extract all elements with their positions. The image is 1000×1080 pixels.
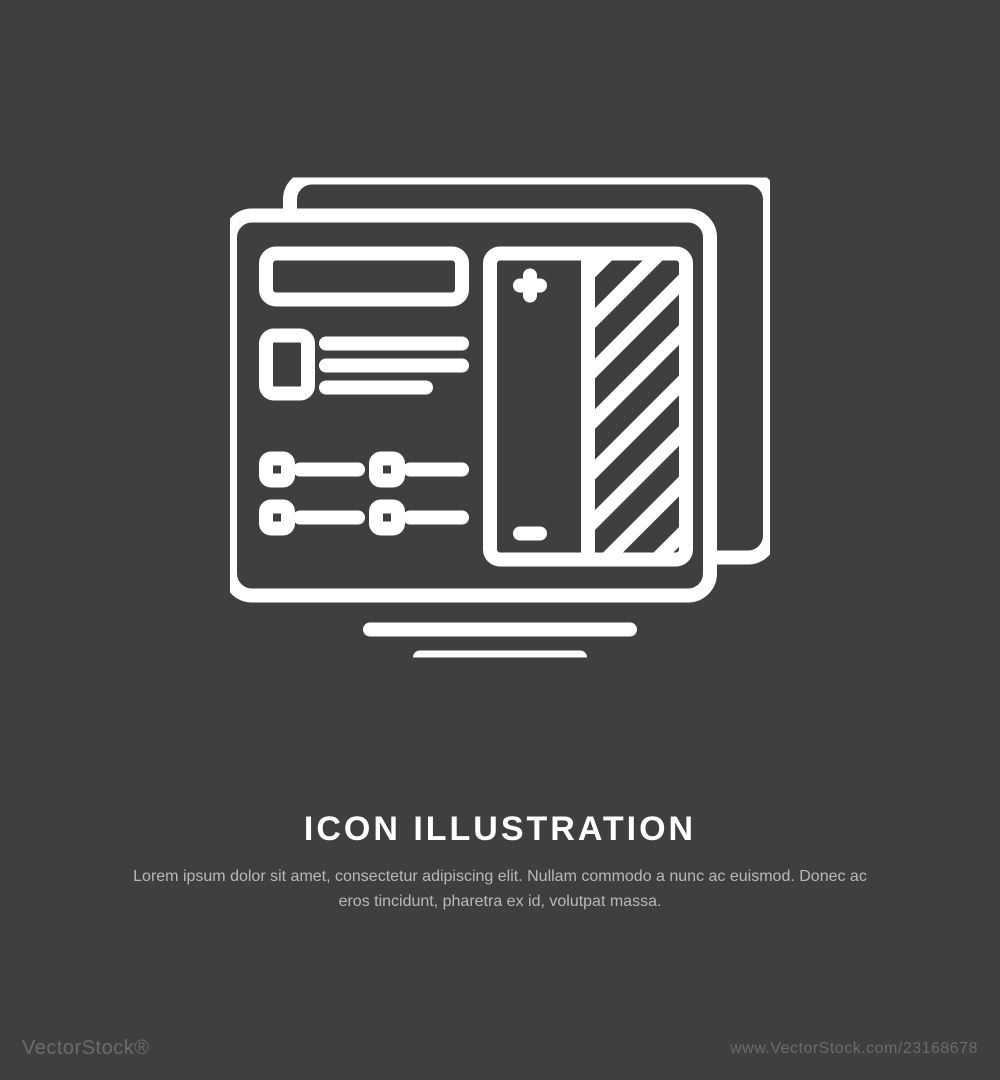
watermark-brand-suffix: ® [134,1037,149,1059]
page-subtitle: Lorem ipsum dolor sit amet, consectetur … [120,865,880,915]
watermark-brand-text: VectorStock [22,1037,134,1059]
canvas: ICON ILLUSTRATION Lorem ipsum dolor sit … [0,0,1000,1080]
page-title: ICON ILLUSTRATION [0,810,1000,849]
watermark-site: www.VectorStock.com/23168678 [730,1040,978,1058]
wireframe-blueprint-icon [230,178,770,663]
watermark-brand: VectorStock® [22,1037,149,1060]
